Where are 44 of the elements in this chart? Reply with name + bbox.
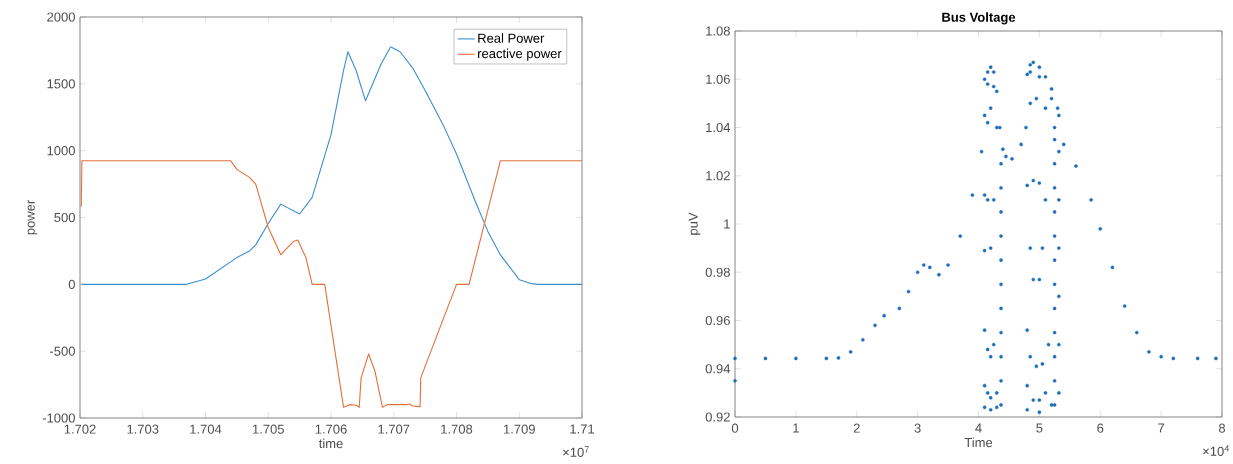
- x-tick-label: 1.71: [570, 424, 595, 434]
- x-tick-label: 7: [1158, 423, 1165, 433]
- y-tick-label: -500: [50, 346, 75, 356]
- x-tick-label: 6: [1097, 423, 1104, 433]
- x-axis-title: time: [318, 438, 343, 449]
- y-tick-label: 1.08: [706, 26, 730, 36]
- y-tick-label: 1.04: [706, 122, 731, 133]
- x-tick-label: 1.703: [127, 424, 159, 434]
- text: ×10$^{7}$: [563, 446, 589, 457]
- y-tick-label: 1000: [47, 146, 75, 156]
- x-tick-label: 0: [731, 423, 739, 433]
- y-tick-label: 0: [68, 279, 75, 289]
- y-axis-title: puV: [688, 212, 701, 235]
- y-axis-title: power: [27, 200, 38, 235]
- x-tick-label: 1.708: [441, 424, 473, 434]
- y-tick-label: 0.94: [705, 364, 731, 374]
- x-tick-label: 1: [793, 423, 799, 433]
- x-tick-label: 1.706: [315, 424, 347, 434]
- y-tick-label: 1500: [47, 79, 75, 89]
- x-tick-label: 8: [1218, 423, 1226, 433]
- x-tick-label: 1.702: [64, 424, 96, 434]
- x-tick-label: 1.707: [378, 424, 410, 434]
- y-tick-label: 0.98: [705, 267, 730, 277]
- y-tick-label: 500: [54, 212, 75, 223]
- x-axis-title: Time: [964, 437, 993, 448]
- y-tick-label: 2000: [47, 12, 75, 22]
- x-tick-label: 1.705: [252, 424, 284, 434]
- x-tick-label: 1.709: [503, 424, 535, 434]
- x-tick-label: 1.704: [190, 424, 222, 434]
- x-tick-label: 3: [914, 423, 921, 433]
- y-tick-label: -1000: [42, 413, 75, 423]
- y-tick-label: 1.06: [706, 74, 730, 84]
- legend-label: reactive power: [478, 48, 562, 61]
- y-tick-label: 1.02: [706, 171, 730, 181]
- line-series: [80, 160, 582, 408]
- legend-label: Real Power: [478, 33, 545, 43]
- y-tick-label: 1: [724, 219, 730, 229]
- y-tick-label: 0.92: [705, 412, 730, 422]
- text: ×10$^{4}$: [1203, 445, 1230, 456]
- y-tick-label: 0.96: [705, 315, 730, 326]
- x-tick-label: 5: [1036, 423, 1043, 433]
- x-tick-label: 4: [975, 423, 982, 433]
- x-tick-label: 2: [853, 423, 860, 433]
- chart-title: Bus Voltage: [942, 12, 1016, 25]
